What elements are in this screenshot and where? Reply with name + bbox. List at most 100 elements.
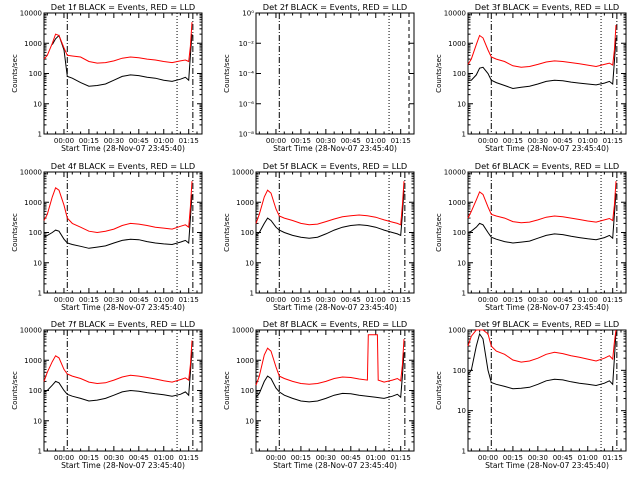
chart-title: Det 9f BLACK = Events, RED = LLD <box>475 319 619 329</box>
x-tick-label: 00:30 <box>316 296 336 304</box>
y-tick-label: 100 <box>241 387 254 395</box>
chart-title: Det 3f BLACK = Events, RED = LLD <box>475 2 619 12</box>
x-tick-label: 00:45 <box>341 296 361 304</box>
y-tick-label: 100 <box>453 367 466 375</box>
x-tick-label: 00:30 <box>104 137 124 145</box>
x-axis-label: Start Time (28-Nov-07 23:45:40) <box>273 303 397 312</box>
y-tick-label: 1000 <box>24 357 42 365</box>
x-tick-label: 00:30 <box>316 454 336 462</box>
x-tick-label: 01:15 <box>179 137 199 145</box>
x-tick-label: 01:15 <box>603 454 623 462</box>
x-tick-label: 00:00 <box>266 454 286 462</box>
x-tick-label: 00:45 <box>553 296 573 304</box>
x-axis-label: Start Time (28-Nov-07 23:45:40) <box>485 461 609 470</box>
x-tick-label: 00:15 <box>291 137 311 145</box>
y-tick-label: 100 <box>453 229 466 237</box>
y-tick-label: 100 <box>29 70 42 78</box>
lld-series-line <box>255 334 405 386</box>
x-tick-label: 00:30 <box>528 137 548 145</box>
y-tick-label: 10 <box>33 259 42 267</box>
x-axis-label: Start Time (28-Nov-07 23:45:40) <box>273 461 397 470</box>
lld-series-line <box>255 181 405 226</box>
events-series-line <box>43 349 193 402</box>
y-tick-label: 10000 <box>20 327 42 335</box>
x-tick-label: 01:15 <box>391 296 411 304</box>
x-axis-label: Start Time (28-Nov-07 23:45:40) <box>485 303 609 312</box>
y-tick-label: 10 <box>245 259 254 267</box>
y-tick-label: 100 <box>241 229 254 237</box>
y-tick-label: 1000 <box>24 40 42 48</box>
x-tick-label: 01:15 <box>391 137 411 145</box>
y-tick-label: 10⁰ <box>242 10 254 18</box>
y-tick-label: 100 <box>29 229 42 237</box>
x-tick-label: 00:00 <box>54 137 74 145</box>
x-tick-label: 00:00 <box>266 296 286 304</box>
y-tick-label: 1000 <box>236 199 254 207</box>
x-tick-label: 00:15 <box>79 296 99 304</box>
x-axis-label: Start Time (28-Nov-07 23:45:40) <box>273 144 397 153</box>
x-tick-label: 00:15 <box>291 454 311 462</box>
lld-series-line <box>467 181 617 224</box>
lld-series-line <box>43 22 193 64</box>
y-tick-label: 1 <box>250 290 254 298</box>
x-tick-label: 00:30 <box>528 296 548 304</box>
plot-frame <box>467 329 627 452</box>
y-axis-label: Counts/sec <box>11 371 19 410</box>
y-tick-label: 1000 <box>448 40 466 48</box>
chart-title: Det 7f BLACK = Events, RED = LLD <box>51 319 195 329</box>
x-tick-label: 01:00 <box>154 454 174 462</box>
x-tick-label: 00:00 <box>478 296 498 304</box>
x-tick-label: 00:45 <box>553 137 573 145</box>
chart-panel: Det 9f BLACK = Events, RED = LLD 1 10 100 10… <box>435 319 627 470</box>
lld-series-line <box>43 181 193 234</box>
chart-panel: Det 3f BLACK = Events, RED = LLD 1 10 100 10… <box>435 2 627 153</box>
chart-panel: Det 5f BLACK = Events, RED = LLD 1 10 100 10… <box>223 161 415 312</box>
x-tick-label: 00:45 <box>129 296 149 304</box>
x-tick-label: 01:00 <box>578 454 598 462</box>
y-axis-label: Counts/sec <box>223 371 231 410</box>
x-axis-label: Start Time (28-Nov-07 23:45:40) <box>61 144 185 153</box>
y-axis-label: Counts/sec <box>435 54 443 93</box>
x-tick-label: 00:00 <box>266 137 286 145</box>
events-series-line <box>468 37 617 90</box>
y-tick-label: 10 <box>245 417 254 425</box>
y-tick-label: 10000 <box>232 327 254 335</box>
x-tick-label: 00:45 <box>553 454 573 462</box>
y-tick-label: 10⁻² <box>239 40 255 48</box>
y-axis-label: Counts/sec <box>435 371 443 410</box>
y-tick-label: 10000 <box>444 10 466 18</box>
y-tick-label: 10000 <box>232 169 254 177</box>
x-tick-label: 01:15 <box>391 454 411 462</box>
y-tick-label: 1 <box>250 448 254 456</box>
chart-panel: Det 4f BLACK = Events, RED = LLD 1 10 100 10… <box>11 161 203 312</box>
y-axis-label: Counts/sec <box>11 213 19 252</box>
y-axis-label: Counts/sec <box>435 213 443 252</box>
x-tick-label: 00:15 <box>503 137 523 145</box>
events-series-line <box>467 193 617 244</box>
x-tick-label: 00:30 <box>104 296 124 304</box>
x-tick-label: 00:30 <box>104 454 124 462</box>
y-tick-label: 100 <box>453 70 466 78</box>
y-tick-label: 1000 <box>236 357 254 365</box>
chart-title: Det 5f BLACK = Events, RED = LLD <box>263 161 407 171</box>
x-tick-label: 00:30 <box>316 137 336 145</box>
x-tick-label: 01:15 <box>179 296 199 304</box>
x-tick-label: 00:30 <box>528 454 548 462</box>
y-axis-label: Counts/sec <box>223 213 231 252</box>
lld-series-line <box>43 340 193 385</box>
y-axis-label: Counts/sec <box>11 54 19 93</box>
lld-series-line <box>467 329 617 363</box>
events-series-line <box>51 34 193 87</box>
y-tick-label: 1 <box>462 290 466 298</box>
chart-panel: Det 8f BLACK = Events, RED = LLD 1 10 100 10… <box>223 319 415 470</box>
x-axis-label: Start Time (28-Nov-07 23:45:40) <box>485 144 609 153</box>
y-tick-label: 1000 <box>24 199 42 207</box>
chart-panel: Det 2f BLACK = Events, RED = LLD 10⁻⁸ 10⁻⁶… <box>223 2 415 153</box>
x-tick-label: 00:00 <box>478 137 498 145</box>
chart-title: Det 2f BLACK = Events, RED = LLD <box>263 2 407 12</box>
chart-title: Det 6f BLACK = Events, RED = LLD <box>475 161 619 171</box>
x-tick-label: 00:15 <box>79 137 99 145</box>
y-tick-label: 1 <box>462 448 466 456</box>
x-tick-label: 00:15 <box>503 454 523 462</box>
